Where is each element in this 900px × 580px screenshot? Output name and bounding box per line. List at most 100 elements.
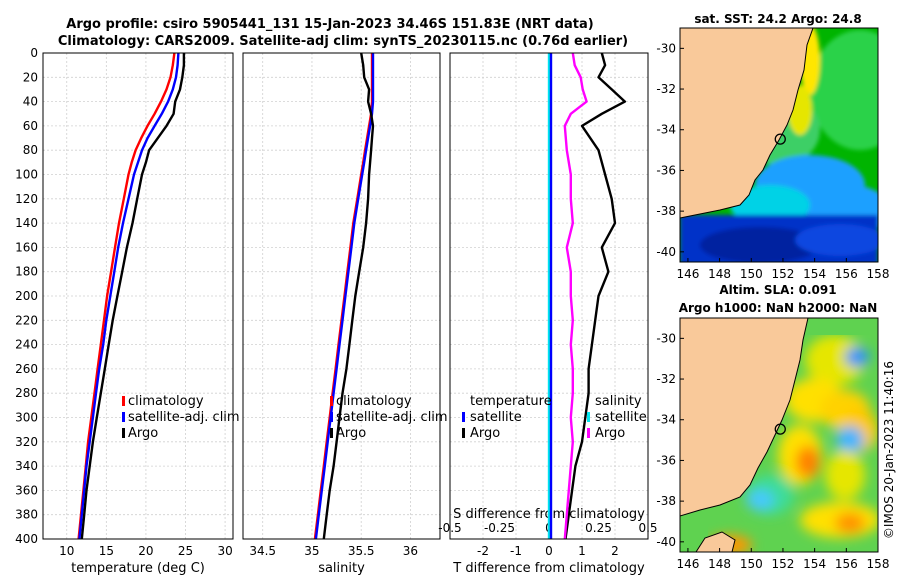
map-xtick-label: 156 — [835, 267, 858, 281]
depth-tick-label: 20 — [23, 70, 38, 84]
temperature-legend-swatch — [122, 412, 125, 422]
difference-series-1 — [564, 52, 627, 540]
sst-land — [680, 28, 814, 219]
map-ytick-label: -34 — [656, 123, 676, 137]
depth-tick-label: 40 — [23, 95, 38, 109]
difference-xlabel: T difference from climatology — [452, 561, 645, 576]
temperature-panel: 10 15 20 25 30020406080100120140160180200220… — [15, 46, 240, 576]
temperature-legend-label: satellite-adj. clim — [128, 410, 240, 425]
difference-legend-right-title: salinity — [595, 394, 642, 409]
difference-xtick-label: -2 — [477, 544, 489, 558]
temperature-series-0 — [77, 52, 176, 540]
sla-map-frame — [679, 317, 879, 553]
figure-title-line2: Climatology: CARS2009. Satellite-adj cli… — [58, 34, 628, 49]
salinity-legend-swatch — [330, 396, 333, 406]
salinity-legend-label: satellite-adj. clim — [336, 410, 448, 425]
figure-title-line1: Argo profile: csiro 5905441_131 15-Jan-2… — [66, 17, 593, 32]
map-ytick-label: -30 — [656, 331, 676, 345]
map-xtick-label: 150 — [740, 557, 763, 571]
depth-tick-label: 300 — [15, 411, 38, 425]
map-ytick-label: -30 — [656, 41, 676, 55]
depth-tick-label: 240 — [15, 338, 38, 352]
sla-land — [680, 318, 809, 517]
tasmania-land — [695, 531, 736, 552]
sla-map-subtitle: Argo h1000: NaN h2000: NaN — [679, 301, 878, 315]
map-xtick-label: 150 — [740, 267, 763, 281]
difference-xtick-label: -1 — [510, 544, 522, 558]
difference-xtick-label: 0 — [545, 544, 553, 558]
depth-tick-label: 160 — [15, 240, 38, 254]
difference-legend-left-title: temperature — [470, 394, 552, 409]
depth-tick-label: 280 — [15, 386, 38, 400]
map-xtick-label: 154 — [803, 267, 826, 281]
sla-profile-marker — [774, 423, 786, 435]
map-ytick-label: -34 — [656, 413, 676, 427]
salinity-frame — [242, 52, 441, 540]
temperature-legend-swatch — [122, 396, 125, 406]
difference-legend-left-swatch — [462, 428, 465, 438]
depth-tick-label: 180 — [15, 265, 38, 279]
salinity-legend-swatch — [330, 428, 333, 438]
depth-tick-label: 320 — [15, 435, 38, 449]
sst-map-title: sat. SST: 24.2 Argo: 24.8 — [694, 12, 861, 26]
sla-map-image — [680, 318, 878, 552]
depth-tick-label: 0 — [30, 46, 38, 60]
salinity-series-1 — [314, 53, 375, 540]
depth-tick-label: 260 — [15, 362, 38, 376]
salinity-xtick-label: 35.5 — [348, 544, 375, 558]
difference-legend-right-swatch — [587, 428, 590, 438]
sst-map-image — [680, 28, 878, 262]
salinity-legend-swatch — [330, 412, 333, 422]
temperature-series-1 — [78, 52, 180, 540]
map-xtick-label: 156 — [835, 557, 858, 571]
depth-tick-label: 200 — [15, 289, 38, 303]
map-ytick-label: -32 — [656, 372, 676, 386]
depth-tick-label: 400 — [15, 532, 38, 546]
temperature-xtick-label: 25 — [178, 544, 193, 558]
temperature-legend-label: Argo — [128, 426, 158, 441]
salinity-xtick-label: 34.5 — [249, 544, 276, 558]
map-ytick-label: -36 — [656, 163, 676, 177]
temperature-frame — [42, 52, 234, 540]
salinity-xtick-label: 35 — [304, 544, 319, 558]
temperature-xtick-label: 15 — [99, 544, 114, 558]
map-xtick-label: 154 — [803, 557, 826, 571]
map-xtick-label: 148 — [708, 557, 731, 571]
map-xtick-label: 152 — [772, 267, 795, 281]
copyright-stamp: ©IMOS 20-Jan-2023 11:40:16 — [882, 361, 896, 539]
map-xtick-label: 148 — [708, 267, 731, 281]
temperature-xtick-label: 20 — [138, 544, 153, 558]
map-xtick-label: 152 — [772, 557, 795, 571]
temperature-legend-label: climatology — [128, 394, 204, 409]
salinity-panel: 34.5 35 35.5 36 salinity climatologysatellite… — [242, 52, 448, 576]
difference-xtick-label: 1 — [578, 544, 586, 558]
temperature-series-2 — [80, 53, 186, 540]
map-ytick-label: -38 — [656, 494, 676, 508]
depth-tick-label: 120 — [15, 192, 38, 206]
difference-frame — [449, 52, 649, 540]
sst-map-ticks: 146 148 150 152 154 156 158 -30 -32 -34 -36 -38 -40 — [656, 41, 889, 281]
map-ytick-label: -32 — [656, 82, 676, 96]
temperature-xtick-label: 10 — [59, 544, 74, 558]
depth-tick-label: 340 — [15, 459, 38, 473]
temperature-plot-area — [43, 53, 233, 539]
salinity-legend-label: climatology — [336, 394, 412, 409]
sla-map-ticks: 146 148 150 152 154 156 158 -30 -32 -34 -36 -38 -40 — [656, 331, 889, 571]
temperature-xlabel: temperature (deg C) — [71, 561, 205, 576]
map-xtick-label: 146 — [676, 267, 699, 281]
difference-series-3 — [563, 52, 588, 540]
difference-s-tick-label: 0.25 — [585, 521, 612, 535]
salinity-legend-label: Argo — [336, 426, 366, 441]
temperature-xtick-label: 30 — [217, 544, 232, 558]
difference-legend-left-label: Argo — [470, 426, 500, 441]
difference-xtick-label: 2 — [611, 544, 619, 558]
sla-map-title: Altim. SLA: 0.091 — [719, 283, 836, 297]
difference-s-tick-label: -0.25 — [484, 521, 515, 535]
depth-tick-label: 60 — [23, 119, 38, 133]
map-xtick-label: 146 — [676, 557, 699, 571]
salinity-xtick-label: 36 — [403, 544, 418, 558]
map-xtick-label: 158 — [867, 557, 890, 571]
salinity-xlabel: salinity — [318, 561, 365, 576]
depth-tick-label: 220 — [15, 313, 38, 327]
